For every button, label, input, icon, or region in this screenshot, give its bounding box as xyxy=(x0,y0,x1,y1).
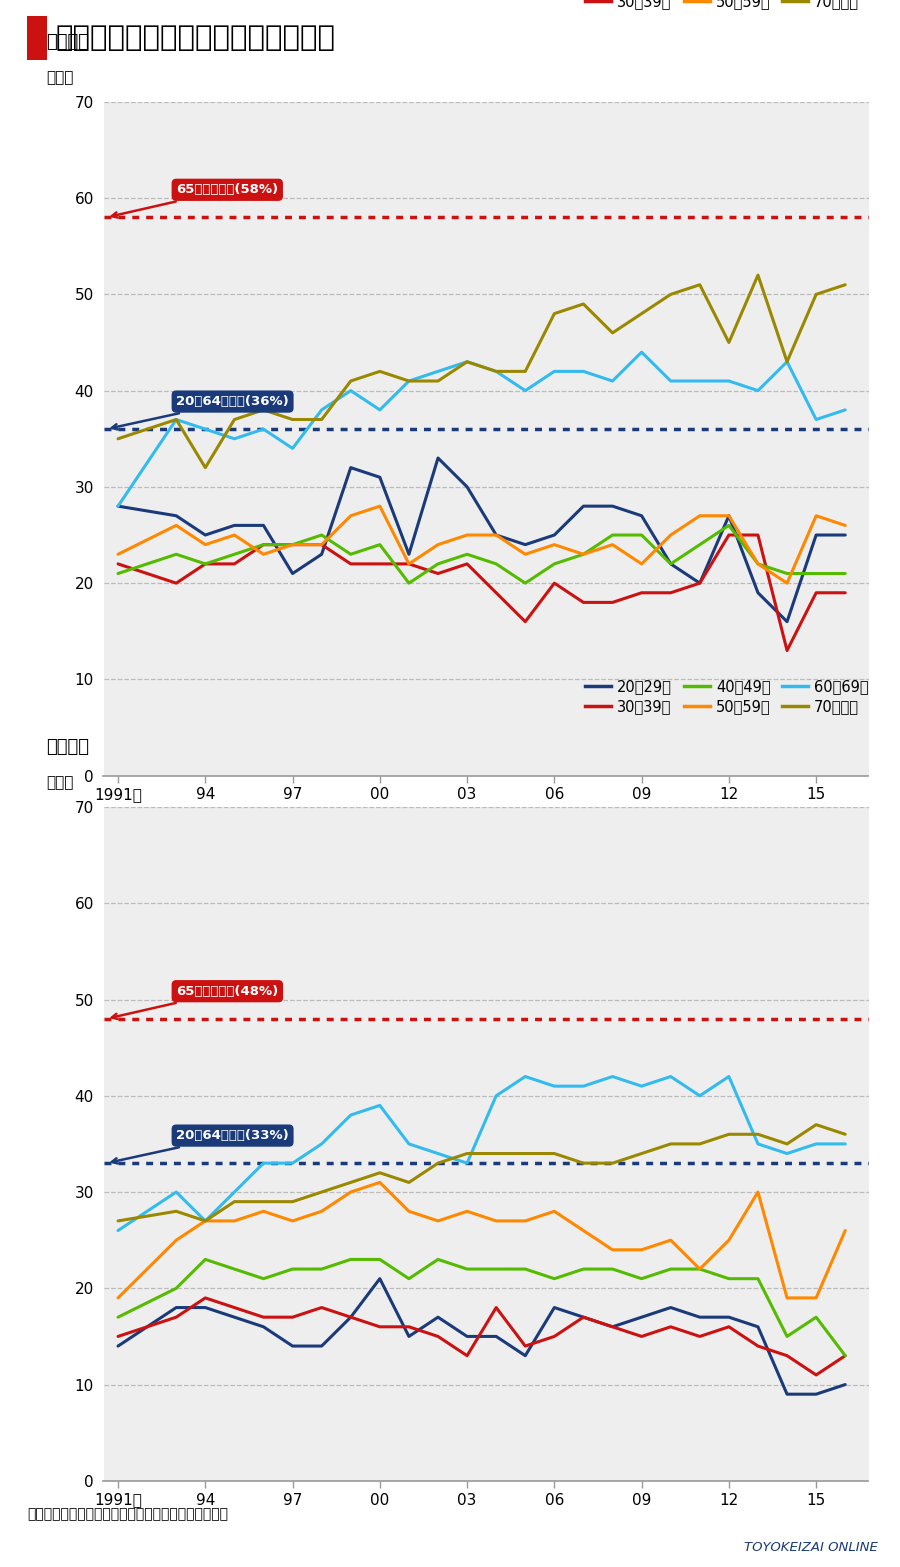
Legend: 20～29歳, 30～39歳, 40～49歳, 50～59歳, 60～69歳, 70歳以上: 20～29歳, 30～39歳, 40～49歳, 50～59歳, 60～69歳, … xyxy=(585,0,868,9)
Text: 「運動習慣のある者」の割合の推移: 「運動習慣のある者」の割合の推移 xyxy=(56,24,336,52)
Text: 65歳以上目標(58%): 65歳以上目標(58%) xyxy=(112,183,278,218)
Text: 65歳以上目標(48%): 65歳以上目標(48%) xyxy=(112,984,278,1019)
Text: 〈男性〉: 〈男性〉 xyxy=(46,33,89,52)
Text: TOYOKEIZAI ONLINE: TOYOKEIZAI ONLINE xyxy=(743,1542,878,1554)
Legend: 20～29歳, 30～39歳, 40～49歳, 50～59歳, 60～69歳, 70歳以上: 20～29歳, 30～39歳, 40～49歳, 50～59歳, 60～69歳, … xyxy=(585,680,868,715)
Text: （％）: （％） xyxy=(46,776,74,790)
Text: （出所）厕生労働省「国民健康・栄養調査」（各年）: （出所）厕生労働省「国民健康・栄養調査」（各年） xyxy=(27,1507,228,1522)
Text: 〈女性〉: 〈女性〉 xyxy=(46,738,89,757)
Text: 20～64歳目標(36%): 20～64歳目標(36%) xyxy=(112,395,289,429)
Text: 20～64歳目標(33%): 20～64歳目標(33%) xyxy=(112,1130,289,1163)
Text: （％）: （％） xyxy=(46,71,74,85)
